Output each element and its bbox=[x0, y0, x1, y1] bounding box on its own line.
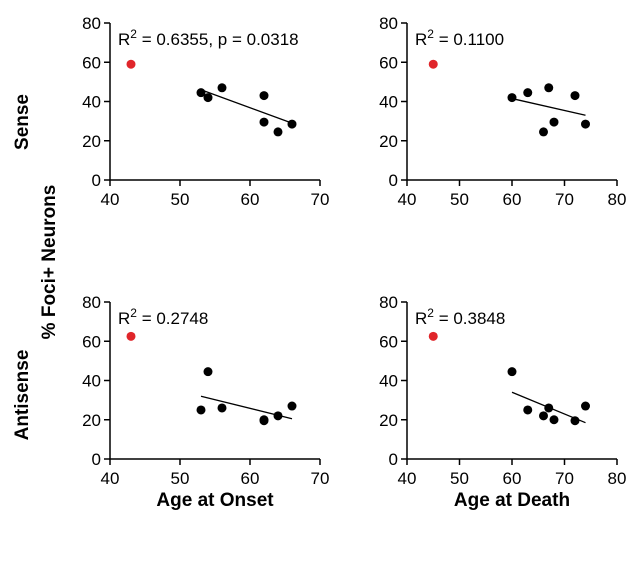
panel-2: 0 20 40 60 80 40 50 60 70 80 R2 = 0.1100 bbox=[379, 14, 626, 209]
data-point bbox=[544, 403, 554, 413]
x-tick-label: 50 bbox=[450, 190, 469, 209]
y-tick-label: 60 bbox=[379, 332, 398, 351]
x-tick-label: 70 bbox=[311, 190, 330, 209]
y-tick-label: 60 bbox=[379, 53, 398, 72]
data-point bbox=[570, 91, 580, 101]
x-axis-label: Age at Onset bbox=[156, 490, 274, 511]
data-point bbox=[549, 117, 559, 127]
data-point bbox=[507, 367, 517, 377]
y-tick-label: 60 bbox=[82, 53, 101, 72]
x-tick-label: 40 bbox=[398, 190, 417, 209]
data-point bbox=[259, 416, 269, 426]
y-tick-label: 20 bbox=[379, 132, 398, 151]
y-tick-label: 0 bbox=[389, 450, 398, 469]
r-squared-annotation: R2 = 0.3848 bbox=[415, 306, 505, 328]
x-tick-label: 60 bbox=[241, 190, 260, 209]
data-point bbox=[259, 91, 269, 101]
x-tick-label: 80 bbox=[608, 469, 627, 488]
regression-line bbox=[511, 97, 586, 116]
row-title-antisense: Antisense bbox=[12, 350, 33, 441]
outlier-point bbox=[428, 331, 438, 341]
y-tick-label: 80 bbox=[379, 14, 398, 33]
data-point bbox=[287, 401, 297, 411]
data-point bbox=[203, 367, 213, 377]
x-tick-label: 50 bbox=[450, 469, 469, 488]
r-squared-annotation: R2 = 0.2748 bbox=[118, 306, 208, 328]
data-point bbox=[507, 93, 517, 103]
data-point bbox=[581, 119, 590, 129]
y-tick-label: 80 bbox=[379, 293, 398, 312]
y-tick-label: 0 bbox=[92, 171, 101, 190]
data-point bbox=[217, 403, 227, 413]
r-squared-annotation: R2 = 0.1100 bbox=[415, 27, 504, 49]
data-point bbox=[196, 405, 206, 415]
x-tick-label: 80 bbox=[608, 190, 627, 209]
scatter-panels: 0 20 40 60 80 40 50 60 70 R2 = 0.6355, p = 0.0318… bbox=[82, 14, 626, 511]
outlier-point bbox=[126, 331, 136, 341]
x-tick-label: 70 bbox=[555, 469, 574, 488]
y-tick-label: 40 bbox=[82, 372, 101, 391]
x-tick-label: 40 bbox=[101, 469, 120, 488]
y-tick-label: 40 bbox=[379, 372, 398, 391]
x-tick-label: 40 bbox=[101, 190, 120, 209]
data-point bbox=[539, 127, 548, 137]
regression-line bbox=[200, 89, 293, 124]
data-point bbox=[581, 401, 590, 411]
data-point bbox=[523, 88, 533, 98]
data-point bbox=[539, 411, 548, 421]
x-tick-label: 60 bbox=[241, 469, 260, 488]
y-tick-label: 80 bbox=[82, 14, 101, 33]
panel-1: 0 20 40 60 80 40 50 60 70 R2 = 0.6355, p = 0.0318 bbox=[82, 14, 329, 209]
x-tick-label: 70 bbox=[311, 469, 330, 488]
data-point bbox=[196, 88, 206, 98]
y-tick-label: 0 bbox=[389, 171, 398, 190]
x-axis-label: Age at Death bbox=[454, 490, 570, 511]
outlier-point bbox=[428, 59, 438, 69]
y-tick-label: 80 bbox=[82, 293, 101, 312]
x-tick-label: 70 bbox=[555, 190, 574, 209]
data-point bbox=[203, 93, 213, 103]
data-point bbox=[287, 119, 297, 129]
r-squared-annotation: R2 = 0.6355, p = 0.0318 bbox=[118, 27, 299, 49]
x-tick-label: 50 bbox=[171, 469, 190, 488]
y-tick-label: 0 bbox=[92, 450, 101, 469]
row-title-sense: Sense bbox=[12, 94, 33, 150]
y-tick-label: 20 bbox=[82, 411, 101, 430]
y-tick-label: 40 bbox=[82, 93, 101, 112]
x-tick-label: 60 bbox=[503, 469, 522, 488]
data-point bbox=[273, 127, 283, 137]
data-point bbox=[544, 83, 554, 93]
panel-4: 0 20 40 60 80 40 50 60 70 80 Age at Death R2 = 0.38… bbox=[379, 293, 626, 511]
x-tick-label: 50 bbox=[171, 190, 190, 209]
x-tick-label: 40 bbox=[398, 469, 417, 488]
y-tick-label: 20 bbox=[82, 132, 101, 151]
data-point bbox=[549, 415, 559, 425]
panel-3: 0 20 40 60 80 40 50 60 70 Age at Onset R2 = 0.2748 bbox=[82, 293, 329, 511]
data-point bbox=[523, 405, 533, 415]
data-point bbox=[259, 117, 269, 127]
shared-y-axis-label: % Foci+ Neurons bbox=[39, 185, 60, 340]
data-point bbox=[273, 411, 283, 421]
data-point bbox=[570, 416, 580, 426]
y-tick-label: 60 bbox=[82, 332, 101, 351]
x-tick-label: 60 bbox=[503, 190, 522, 209]
outlier-point bbox=[126, 59, 136, 69]
y-tick-label: 40 bbox=[379, 93, 398, 112]
y-tick-label: 20 bbox=[379, 411, 398, 430]
data-point bbox=[217, 83, 227, 93]
